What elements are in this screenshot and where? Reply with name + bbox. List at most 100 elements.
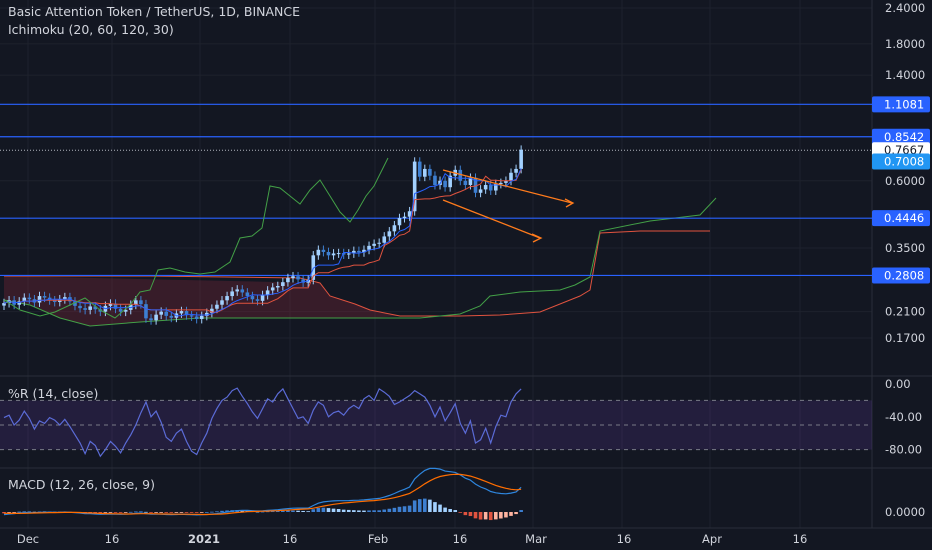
macd-histogram-bar: [311, 509, 316, 512]
macd-histogram-bar: [149, 512, 153, 513]
macd-histogram-bar: [493, 512, 498, 520]
candle-body: [387, 231, 392, 237]
candle: [52, 296, 57, 307]
candle: [205, 308, 209, 321]
macd-histogram-bar: [164, 512, 169, 513]
candle-body: [382, 236, 387, 243]
kumo-fill: [4, 276, 400, 326]
candle: [443, 176, 447, 192]
macd-histogram-bar: [296, 510, 300, 512]
candle-body: [88, 306, 92, 310]
macd-histogram-bar: [387, 508, 392, 512]
candle: [387, 227, 392, 241]
candle-body: [493, 183, 498, 191]
time-tick-label: Mar: [525, 532, 547, 546]
candle-body: [402, 216, 407, 219]
candle: [367, 241, 371, 255]
candle: [336, 248, 341, 258]
candle-body: [230, 291, 234, 297]
candle-body: [225, 296, 229, 301]
macd-histogram-bar: [32, 511, 37, 513]
macd-histogram-bar: [423, 498, 427, 512]
candle: [250, 291, 255, 304]
candle: [392, 220, 397, 236]
price-tick-label: 0.6000: [885, 174, 925, 188]
candle-body: [235, 289, 240, 292]
macd-histogram-bar: [281, 510, 285, 512]
candle: [78, 301, 82, 313]
candle: [412, 157, 417, 216]
trendline-upper-arrowhead: [564, 198, 575, 208]
macd-histogram-bar: [412, 500, 417, 512]
candle-body: [179, 311, 184, 314]
candle: [478, 185, 483, 198]
trendline-upper: [442, 169, 573, 204]
candle: [225, 291, 229, 305]
candle: [275, 281, 280, 292]
candle-body: [301, 279, 305, 283]
candle-body: [443, 180, 447, 188]
candle: [473, 173, 478, 198]
candle: [407, 206, 412, 222]
macd-histogram-bar: [291, 510, 295, 512]
candle: [159, 307, 163, 320]
price-label-box: [872, 210, 930, 227]
price-label-value: 0.7008: [884, 154, 924, 168]
time-tick-label: 16: [793, 532, 808, 546]
candle-body: [473, 177, 478, 193]
candle: [488, 180, 493, 195]
macd-histogram-bar: [215, 511, 219, 513]
macd-histogram-bar: [433, 502, 437, 512]
candle: [194, 312, 199, 324]
indicator-title: Ichimoku (20, 60, 120, 30): [8, 22, 174, 37]
macd-histogram-bar: [225, 510, 229, 512]
macd-histogram-bar: [346, 509, 351, 512]
candle: [321, 245, 326, 257]
macd-histogram-bar: [326, 508, 331, 512]
candle-body: [144, 304, 148, 319]
macd-histogram-bar: [468, 512, 473, 517]
tenkan-line: [3, 168, 522, 317]
senkou-a-line: [3, 197, 717, 327]
macd-histogram-bar: [128, 511, 133, 513]
candle: [428, 164, 432, 181]
macd-tick-label: 0.0000: [885, 505, 925, 519]
macd-histogram-bar: [504, 512, 508, 518]
price-label-box: [872, 128, 930, 145]
macd-histogram-bar: [255, 511, 260, 513]
macd-histogram-bar: [478, 512, 483, 520]
trendline-lower-arrowhead: [531, 233, 543, 243]
candle-body: [164, 311, 169, 316]
candle-body: [321, 249, 326, 252]
candle: [118, 304, 123, 317]
price-tick-label: 1.4000: [885, 68, 925, 82]
candle: [154, 310, 158, 325]
candle-body: [514, 168, 518, 173]
macd-histogram-bar: [367, 510, 371, 512]
macd-histogram-bar: [139, 511, 143, 513]
candle: [377, 238, 381, 249]
macd-histogram-bar: [519, 510, 523, 512]
candle-body: [412, 161, 417, 212]
candle-body: [78, 305, 82, 309]
macd-histogram-bar: [2, 512, 6, 514]
macd-histogram-bar: [336, 509, 341, 512]
candle: [245, 288, 250, 301]
macd-histogram-bar: [169, 512, 174, 513]
candle: [144, 299, 148, 323]
price-tick-label: 0.3500: [885, 241, 925, 255]
candle-body: [519, 149, 523, 169]
macd-histogram-bar: [184, 512, 189, 513]
candle: [417, 157, 422, 182]
candle: [423, 164, 427, 182]
candle-body: [296, 276, 300, 280]
candle: [372, 239, 376, 251]
candle-body: [245, 292, 250, 297]
candle-body: [260, 295, 265, 301]
candle-body: [311, 255, 316, 280]
candle-body: [2, 303, 6, 306]
candle-body: [184, 311, 189, 316]
macd-histogram-bar: [509, 512, 513, 516]
macd-histogram-bar: [7, 512, 11, 513]
